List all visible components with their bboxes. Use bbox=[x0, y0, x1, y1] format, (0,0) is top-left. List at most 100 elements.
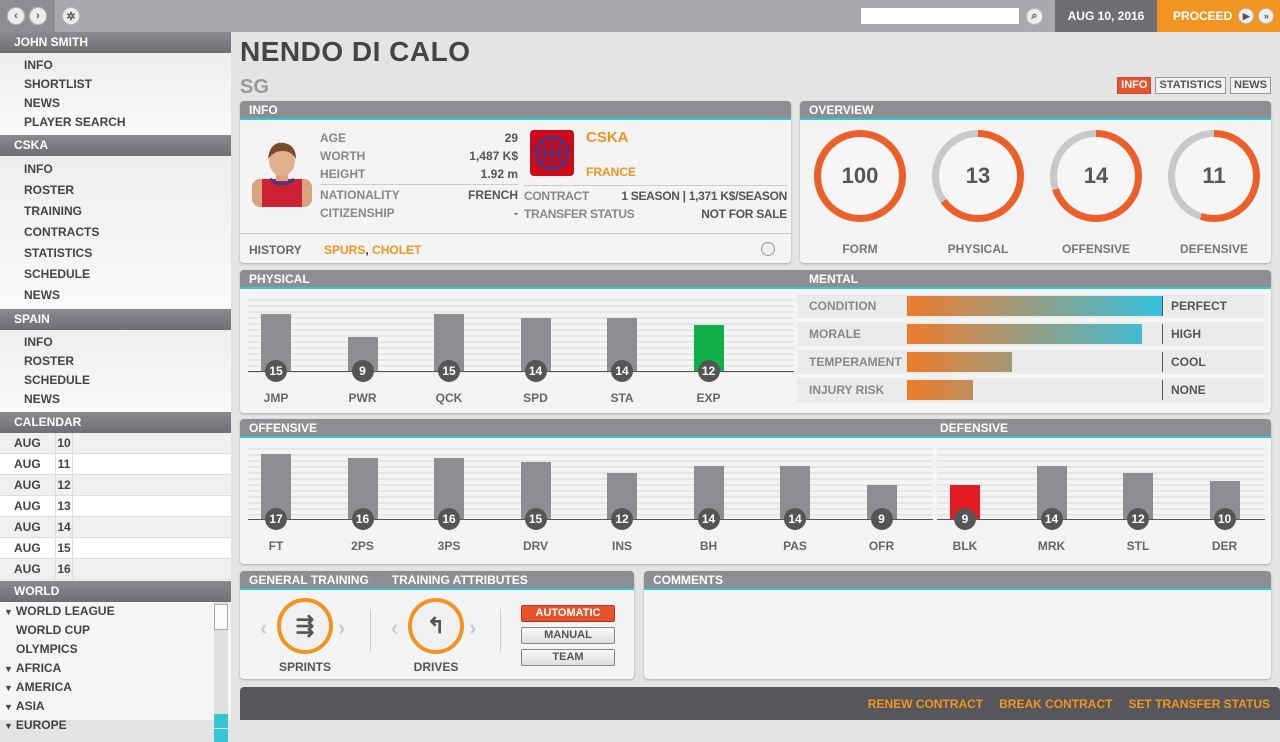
world-list: ▼ WORLD LEAGUE WORLD CUP OLYMPICS ▼ AFRICA ▼ AM… bbox=[0, 602, 231, 742]
citizenship-label: CITIZENSHIP bbox=[320, 206, 395, 220]
mode-manual-button[interactable]: MANUAL bbox=[521, 627, 615, 644]
world-item[interactable]: ▼ AFRICA bbox=[0, 659, 231, 678]
sidebar-item[interactable]: NEWS bbox=[24, 392, 60, 406]
calendar-month: AUG bbox=[14, 520, 41, 534]
back-button[interactable]: ‹ bbox=[7, 7, 25, 25]
world-item[interactable]: OLYMPICS bbox=[0, 640, 231, 659]
calendar-day[interactable]: AUG 14 bbox=[0, 517, 231, 538]
sidebar-item[interactable]: ROSTER bbox=[24, 183, 75, 197]
calendar-date: 11 bbox=[55, 454, 73, 474]
height-label: HEIGHT bbox=[320, 167, 366, 181]
sidebar-item[interactable]: INFO bbox=[24, 335, 53, 349]
sidebar-item[interactable]: CONTRACTS bbox=[24, 225, 100, 239]
expand-triangle-icon[interactable]: ▼ bbox=[4, 721, 13, 731]
sidebar-item[interactable]: STATISTICS bbox=[24, 246, 93, 260]
player-stats: AGE 29 WORTH 1,487 K$ HEIGHT 1.92 m NATIONA… bbox=[320, 131, 518, 224]
transfer-status-label: TRANSFER STATUS bbox=[524, 207, 635, 221]
expand-triangle-icon[interactable]: ▼ bbox=[4, 702, 13, 712]
sidebar-item[interactable]: NEWS bbox=[24, 96, 60, 110]
tab-statistics[interactable]: STATISTICS bbox=[1155, 77, 1226, 94]
next-general-button[interactable]: › bbox=[338, 615, 346, 640]
sidebar-item[interactable]: SHORTLIST bbox=[24, 77, 92, 91]
mode-team-button[interactable]: TEAM bbox=[521, 649, 615, 666]
comments-panel: COMMENTS bbox=[644, 571, 1271, 679]
history-club-link[interactable]: SPURS bbox=[324, 243, 366, 257]
search-icon[interactable]: ⌕ bbox=[1026, 8, 1043, 25]
drives-icon[interactable]: ↰ bbox=[408, 598, 464, 654]
club-name-link[interactable]: CSKA bbox=[586, 129, 629, 146]
mode-automatic-button[interactable]: AUTOMATIC bbox=[521, 605, 615, 622]
scroll-down-button[interactable] bbox=[214, 729, 228, 742]
sidebar-item[interactable]: INFO bbox=[24, 58, 53, 72]
prev-attribute-button[interactable]: ‹ bbox=[391, 615, 399, 640]
training-panel: GENERAL TRAINING TRAINING ATTRIBUTES ‹ ⇶ … bbox=[240, 571, 634, 679]
scroll-up-button[interactable] bbox=[214, 714, 228, 728]
sidebar-item[interactable]: ROSTER bbox=[24, 354, 75, 368]
overview-ring: 11 bbox=[1168, 130, 1260, 222]
calendar-day[interactable]: AUG 12 bbox=[0, 475, 231, 496]
scrollbar-thumb[interactable] bbox=[214, 604, 228, 630]
sidebar-section: INFO ROSTER SCHEDULE NEWS bbox=[0, 330, 231, 412]
mental-row: CONDITION PERFECT bbox=[797, 294, 1265, 318]
tab-info[interactable]: INFO bbox=[1117, 77, 1152, 94]
prev-general-button[interactable]: ‹ bbox=[260, 615, 268, 640]
history-more-button[interactable] bbox=[761, 242, 775, 256]
attribute-value-badge: 14 bbox=[697, 508, 720, 530]
sprints-icon[interactable]: ⇶ bbox=[277, 598, 333, 654]
break-contract-button[interactable]: BREAK CONTRACT bbox=[999, 697, 1113, 711]
overview-label: PHYSICAL bbox=[947, 242, 1009, 256]
current-date: AUG 10, 2016 bbox=[1055, 0, 1157, 32]
sidebar-item[interactable]: TRAINING bbox=[24, 204, 82, 218]
attribute-label: STA bbox=[610, 391, 634, 405]
expand-triangle-icon[interactable]: ▼ bbox=[4, 664, 13, 674]
attribute-value-badge: 14 bbox=[524, 360, 547, 382]
world-item[interactable]: ▼ WORLD LEAGUE bbox=[0, 602, 231, 621]
overview-label: OFFENSIVE bbox=[1061, 242, 1130, 256]
world-item[interactable]: ▼ ASIA bbox=[0, 697, 231, 716]
calendar-day[interactable]: AUG 16 bbox=[0, 559, 231, 580]
world-item[interactable]: ▼ AMERICA bbox=[0, 678, 231, 697]
divider bbox=[370, 609, 371, 651]
world-item[interactable]: WORLD CUP bbox=[0, 621, 231, 640]
attribute-value-badge: 17 bbox=[265, 508, 287, 530]
sidebar-item[interactable]: SCHEDULE bbox=[24, 373, 91, 387]
next-attribute-button[interactable]: › bbox=[469, 615, 477, 640]
world-item[interactable]: ▼ EUROPE bbox=[0, 716, 231, 735]
mental-label: MORALE bbox=[809, 327, 861, 341]
mental-bars: CONDITION PERFECT MORALE HIGH TEMPERAMENT COO… bbox=[797, 294, 1265, 406]
mental-value: COOL bbox=[1171, 355, 1206, 369]
mental-value: NONE bbox=[1171, 383, 1206, 397]
calendar-day[interactable]: AUG 15 bbox=[0, 538, 231, 559]
mental-bar-track bbox=[907, 296, 1163, 316]
attribute-value-badge: 12 bbox=[611, 508, 633, 530]
forward-button[interactable]: › bbox=[29, 7, 47, 25]
general-training-header: GENERAL TRAINING bbox=[249, 573, 369, 587]
sidebar-item[interactable]: SCHEDULE bbox=[24, 267, 91, 281]
world-item-label: AMERICA bbox=[15, 680, 72, 694]
tab-news[interactable]: NEWS bbox=[1230, 77, 1271, 94]
renew-contract-button[interactable]: RENEW CONTRACT bbox=[867, 697, 984, 711]
player-name: NENDO DI CALO bbox=[240, 36, 471, 67]
history-club-link[interactable]: CHOLET bbox=[372, 243, 422, 257]
nationality-value: FRENCH bbox=[468, 188, 518, 202]
club-logo[interactable] bbox=[530, 130, 574, 176]
calendar-day[interactable]: AUG 13 bbox=[0, 496, 231, 517]
search-input[interactable] bbox=[861, 8, 1019, 24]
calendar-day[interactable]: AUG 11 bbox=[0, 454, 231, 475]
scrollbar[interactable] bbox=[214, 602, 228, 742]
set-transfer-status-button[interactable]: SET TRANSFER STATUS bbox=[1128, 697, 1270, 711]
settings-gear-icon[interactable]: ✲ bbox=[62, 7, 80, 25]
overview-label: FORM bbox=[842, 242, 878, 256]
club-country-link[interactable]: FRANCE bbox=[586, 165, 636, 179]
overview-ring: 14 bbox=[1050, 130, 1142, 222]
calendar-day[interactable]: AUG 10 bbox=[0, 433, 231, 454]
expand-triangle-icon[interactable]: ▼ bbox=[4, 607, 13, 617]
proceed-button[interactable]: PROCEED ▶ » bbox=[1157, 0, 1280, 32]
sidebar-item[interactable]: INFO bbox=[24, 162, 53, 176]
overview-header: OVERVIEW bbox=[800, 101, 1271, 120]
sidebar-item[interactable]: NEWS bbox=[24, 288, 60, 302]
calendar-header: CALENDAR bbox=[0, 412, 231, 433]
sidebar-item[interactable]: PLAYER SEARCH bbox=[24, 115, 126, 129]
physical-mental-panel: PHYSICAL MENTAL 15 JMP 9 PWR 15 QCK 14 SPD 14 STA 1… bbox=[240, 270, 1271, 413]
expand-triangle-icon[interactable]: ▼ bbox=[4, 683, 13, 693]
